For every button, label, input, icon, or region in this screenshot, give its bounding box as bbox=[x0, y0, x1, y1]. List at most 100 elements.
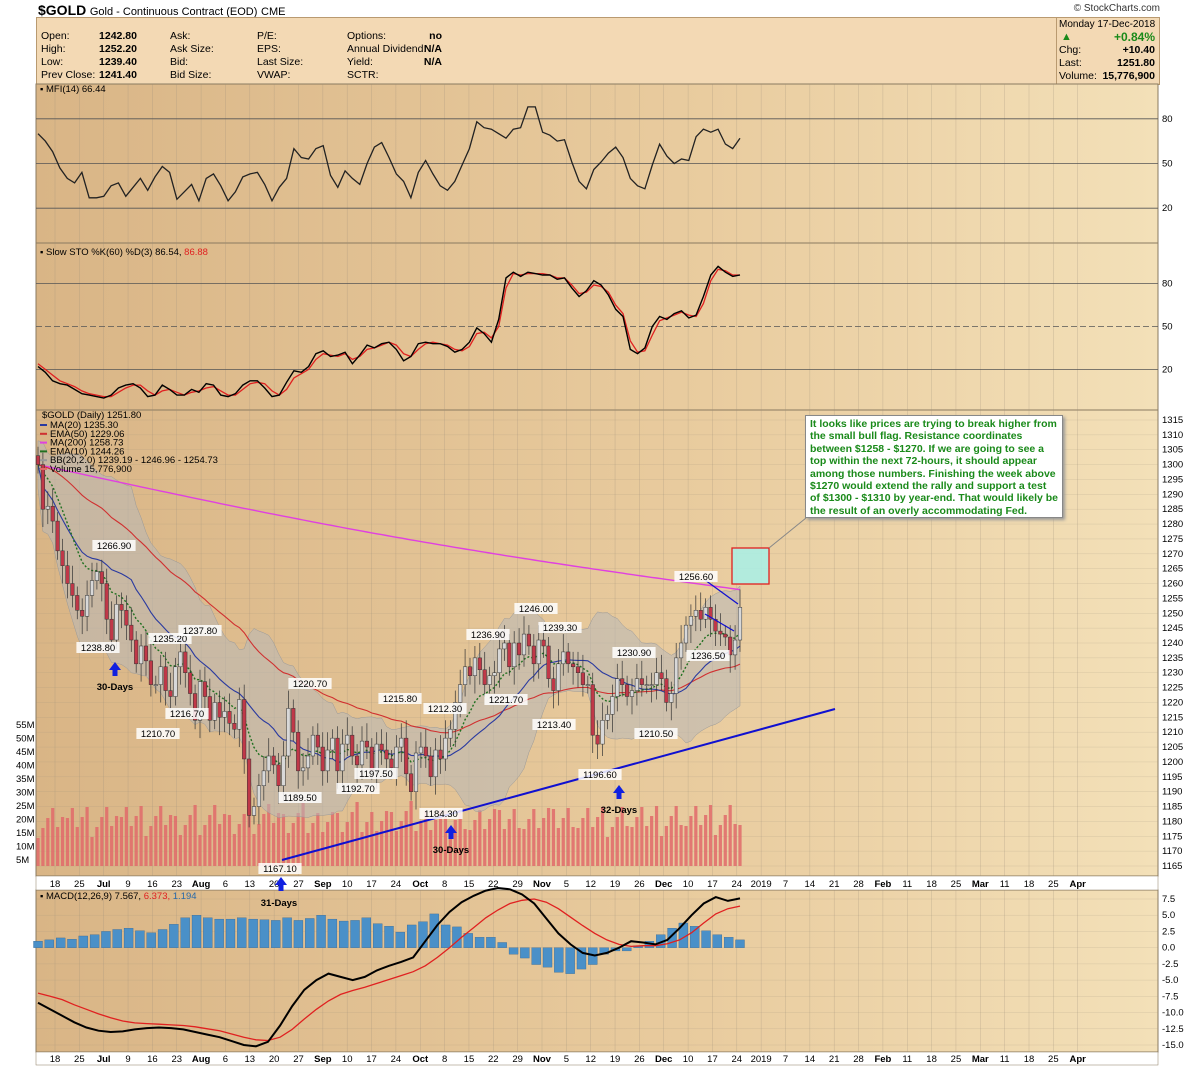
macd-histogram-bar bbox=[89, 934, 100, 948]
candle-body bbox=[443, 737, 448, 760]
x-tick-label-macd: Mar bbox=[972, 1054, 989, 1065]
volume-bar bbox=[497, 810, 502, 866]
candle-body bbox=[737, 607, 743, 641]
ask-label: Ask: bbox=[170, 30, 191, 42]
volume-bar bbox=[159, 806, 163, 866]
x-tick-label: 16 bbox=[147, 879, 158, 890]
x-tick-label-macd: 14 bbox=[805, 1054, 816, 1065]
up-arrow-icon bbox=[613, 785, 625, 799]
x-tick-label-macd: 20 bbox=[269, 1054, 280, 1065]
volume-bar bbox=[728, 805, 732, 866]
exchange: CME bbox=[261, 6, 286, 18]
macd-histogram-bar bbox=[497, 942, 507, 948]
price-tick-label: 1175 bbox=[1162, 831, 1182, 842]
volume-bar bbox=[90, 837, 94, 866]
sto-k-line bbox=[37, 265, 741, 399]
options-value: no bbox=[429, 30, 442, 42]
volume-bar bbox=[70, 808, 74, 866]
volume-bar bbox=[483, 829, 487, 866]
price-tick-label: 1170 bbox=[1162, 846, 1182, 857]
x-tick-label-macd: 29 bbox=[512, 1054, 523, 1065]
volume-bar bbox=[208, 815, 212, 866]
legend-entry: MA(200) 1258.73 bbox=[50, 438, 123, 449]
volume-tick-label: 5M bbox=[16, 855, 29, 866]
candle-body bbox=[492, 672, 497, 676]
macd-histogram-bar bbox=[520, 947, 530, 959]
price-label-bg bbox=[354, 768, 398, 779]
price-label-bg bbox=[514, 603, 558, 614]
price-annotation: 1220.70 bbox=[293, 679, 327, 690]
note-pointer bbox=[768, 517, 807, 549]
price-annotation: 1196.60 bbox=[583, 770, 617, 781]
candle-body bbox=[60, 550, 65, 566]
price-tick-label: 1205 bbox=[1162, 742, 1183, 753]
price-tick-label: 1275 bbox=[1162, 534, 1183, 545]
x-tick-label-macd: 17 bbox=[707, 1054, 718, 1065]
eps-label: EPS: bbox=[257, 43, 281, 55]
volume-bar bbox=[576, 828, 580, 866]
candle-body bbox=[639, 678, 644, 685]
price-annotation: 1210.70 bbox=[141, 729, 175, 740]
x-tick-label-macd: 15 bbox=[464, 1054, 475, 1065]
price-label-bg bbox=[178, 625, 222, 636]
candle-body bbox=[193, 693, 198, 721]
up-arrow-icon bbox=[275, 877, 287, 891]
pct-change: +0.84% bbox=[1113, 30, 1155, 44]
price-label-bg bbox=[76, 642, 120, 653]
candle-body bbox=[310, 734, 315, 757]
macd-histogram-bar bbox=[554, 947, 564, 973]
price-annotation: 1189.50 bbox=[283, 793, 317, 804]
price-annotation: 1184.30 bbox=[424, 809, 458, 820]
volume-bar bbox=[316, 813, 320, 866]
price-label-bg bbox=[378, 693, 422, 704]
candle-body bbox=[75, 595, 80, 611]
volume-bar bbox=[365, 822, 369, 866]
candle-body bbox=[728, 636, 733, 656]
candle-body bbox=[713, 618, 718, 632]
price-label-bg bbox=[258, 863, 302, 874]
volume-bar bbox=[429, 830, 433, 866]
candle-body bbox=[45, 505, 50, 510]
volume-bar bbox=[80, 817, 84, 866]
macd-histogram-bar bbox=[78, 935, 88, 948]
low-label: Low: bbox=[41, 56, 64, 68]
candle-body bbox=[217, 702, 222, 718]
x-tick-label-macd: 22 bbox=[488, 1054, 499, 1065]
candle-body bbox=[153, 684, 158, 686]
candle-body bbox=[261, 770, 266, 786]
volume-bar bbox=[301, 803, 305, 866]
candle-body bbox=[472, 657, 477, 676]
candle-body bbox=[89, 580, 95, 596]
macd-histogram-bar bbox=[191, 915, 202, 948]
price-annotation: 1215.80 bbox=[383, 694, 417, 705]
macd-histogram-bar bbox=[135, 930, 145, 948]
candle-body bbox=[384, 749, 389, 760]
volume-bar bbox=[134, 816, 138, 866]
candle-body bbox=[276, 764, 281, 786]
candle-body bbox=[693, 610, 698, 617]
candle-body bbox=[256, 785, 261, 807]
macd-histogram-bar bbox=[565, 947, 575, 974]
x-tick-label: 8 bbox=[442, 879, 447, 890]
candle-body bbox=[163, 666, 168, 691]
x-tick-label-macd: 28 bbox=[853, 1054, 864, 1065]
volume-bar bbox=[458, 810, 462, 866]
price-annotation: 1210.50 bbox=[639, 729, 673, 740]
x-tick-label-macd: 8 bbox=[442, 1054, 447, 1065]
macd-histogram-bar bbox=[361, 917, 372, 948]
volume-bar bbox=[257, 824, 261, 866]
price-tick-label: 1225 bbox=[1162, 683, 1183, 694]
candle-body bbox=[605, 714, 610, 721]
volume-bar bbox=[144, 836, 148, 866]
x-tick-label: Dec bbox=[655, 879, 672, 890]
last-label: Last: bbox=[1059, 57, 1082, 69]
volume-bar bbox=[507, 819, 511, 866]
legend-entry: MA(20) 1235.30 bbox=[50, 420, 118, 431]
high-label: High: bbox=[41, 43, 66, 55]
legend-entry: BB(20,2.0) 1239.19 - 1246.96 - 1254.73 bbox=[50, 455, 218, 466]
volume-bar bbox=[164, 825, 168, 866]
volume-bar bbox=[551, 809, 556, 866]
candle-body bbox=[551, 678, 556, 691]
price-label-bg bbox=[634, 728, 678, 739]
candle-body bbox=[423, 746, 428, 757]
